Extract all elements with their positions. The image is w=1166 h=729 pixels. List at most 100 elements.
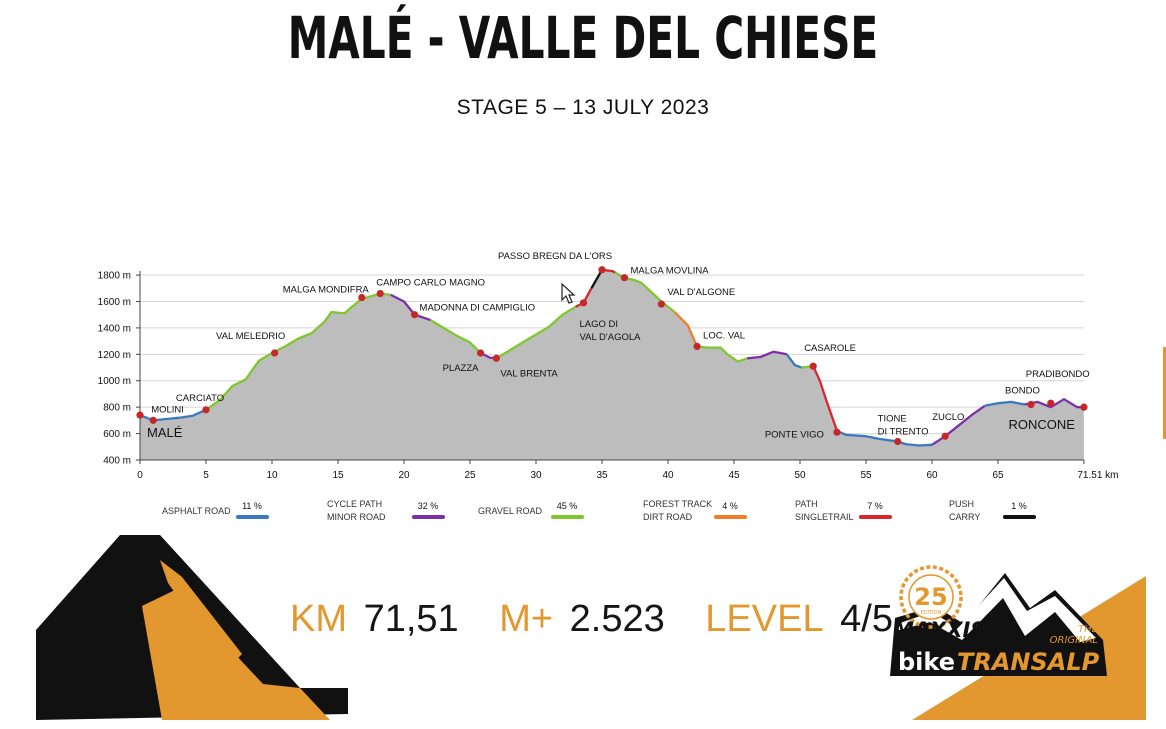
legend-label: CYCLE PATH (327, 499, 382, 509)
waypoint-marker (941, 432, 949, 440)
surface-segment-cycle (390, 293, 431, 322)
x-tick-label: 45 (728, 470, 740, 481)
x-tick-label: 10 (266, 470, 278, 481)
waypoint-marker (476, 349, 485, 357)
y-tick-label: 1600 m (98, 297, 131, 308)
legend-percent: 45 % (557, 501, 578, 511)
surface-segment-asphalt (836, 429, 933, 447)
waypoint-label: BONDO (1005, 386, 1040, 397)
waypoint-marker (376, 289, 384, 298)
waypoint-label: VAL MELEDRIO (216, 331, 285, 342)
elevation-gain-label: M+ (499, 598, 554, 640)
waypoint-marker (894, 437, 902, 446)
waypoint-marker (1047, 399, 1055, 407)
legend-label: FOREST TRACK (643, 499, 712, 509)
surface-segment-cycle (1024, 398, 1084, 409)
y-tick-label: 1000 m (98, 376, 131, 387)
legend-percent: 1 % (1011, 501, 1027, 511)
left-mountain-graphic (36, 535, 348, 720)
waypoint-marker (833, 428, 841, 436)
surface-segment-gravel (696, 345, 748, 363)
x-tick-label: 5 (203, 470, 209, 481)
waypoint-label: PASSO BREGN DA L'ORS (498, 251, 612, 262)
km-value: 71,51 (363, 598, 459, 640)
waypoint-label: MADONNA DI CAMPIGLIO (420, 303, 536, 314)
anniversary-edition: EDITION (921, 610, 942, 616)
waypoint-marker (1080, 403, 1088, 411)
x-tick-label: 50 (794, 470, 806, 481)
edge-accent-bar (1163, 347, 1166, 439)
waypoint-marker (657, 300, 666, 308)
waypoint-label-line2: VAL D'AGOLA (580, 332, 642, 343)
waypoint-label: PONTE VIGO (765, 429, 824, 440)
waypoint-label: MALGA MOVLINA (630, 266, 709, 277)
waypoint-marker (202, 406, 210, 414)
waypoint-label: CAMPO CARLO MAGNO (376, 278, 485, 289)
waypoint-marker (598, 266, 606, 274)
legend-percent: 7 % (867, 501, 883, 511)
waypoint-label: LOC. VAL (703, 330, 745, 341)
legend-percent: 11 % (242, 501, 262, 511)
waypoint-label: TIONE (878, 414, 907, 425)
surface-segment-asphalt (984, 400, 1025, 407)
waypoint-marker (358, 293, 366, 302)
waypoint-label-line2: DI TRENTO (878, 427, 929, 438)
logo-name-1: bike (898, 648, 955, 676)
legend-label: PATH (795, 499, 818, 509)
waypoint-marker (492, 354, 500, 362)
surface-legend: ASPHALT ROAD 11 % CYCLE PATH MINOR ROAD 32 %… (162, 499, 1036, 522)
surface-segment-asphalt (785, 353, 802, 369)
waypoint-label: PLAZZA (443, 363, 480, 374)
surface-segment-gravel (271, 292, 391, 355)
x-tick-label: 20 (398, 470, 410, 481)
maxxis-bike-transalp-logo: 25 EDITION MAXXIS THE ORIGINAL bike TRAN… (890, 565, 1107, 676)
legend-label: ASPHALT ROAD (162, 506, 231, 516)
waypoint-label: LAGO DI (580, 319, 619, 330)
x-tick-label: 30 (530, 470, 542, 481)
x-tick-label: 60 (926, 470, 938, 481)
waypoint-label: CARCIATO (176, 393, 224, 404)
page-title: MALÉ - VALLE DEL CHIESE (287, 4, 879, 72)
legend-label: GRAVEL ROAD (478, 506, 543, 516)
waypoint-label: MALGA MONDIFRA (283, 285, 370, 296)
chart-axes: 400 m 600 m 800 m 1000 m 1200 m 1400 m 1600 m 1… (98, 271, 1119, 481)
waypoint-marker (271, 349, 279, 357)
legend-label-line2: CARRY (949, 512, 980, 522)
stage-subtitle: STAGE 5 – 13 JULY 2023 (456, 96, 710, 119)
legend-percent: 4 % (722, 501, 738, 511)
profile-area (140, 269, 1084, 460)
surface-segment-cycle (747, 350, 788, 360)
y-tick-label: 1200 m (98, 350, 131, 361)
logo-name-2: TRANSALP (957, 648, 1100, 676)
level-label: LEVEL (705, 598, 824, 640)
y-tick-label: 1400 m (98, 323, 131, 334)
km-label: KM (290, 598, 347, 640)
level-value: 4/5 (840, 598, 893, 640)
waypoint-label: MALÉ (147, 425, 183, 440)
waypoint-label: VAL BRENTA (500, 368, 558, 379)
surface-segment-cycle (931, 404, 986, 446)
x-tick-label: 71.51 km (1077, 470, 1118, 481)
waypoint-marker (809, 362, 817, 370)
waypoint-marker (1027, 400, 1035, 409)
y-tick-label: 800 m (103, 403, 131, 414)
stage-stats: KM 71,51 M+ 2.523 LEVEL 4/5 (290, 598, 923, 641)
waypoint-marker (579, 299, 588, 307)
waypoint-marker (620, 274, 629, 282)
legend-label-line2: MINOR ROAD (327, 512, 386, 522)
waypoint-label: ZUCLO (932, 412, 964, 423)
mouse-cursor-icon (561, 283, 576, 304)
legend-percent: 32 % (418, 501, 439, 511)
x-tick-label: 25 (464, 470, 476, 481)
x-tick-label: 15 (332, 470, 344, 481)
waypoint-label: MOLINI (151, 404, 184, 415)
waypoint-label: CASAROLE (804, 343, 856, 354)
y-tick-label: 600 m (103, 429, 131, 440)
surface-segment-gravel (205, 352, 273, 411)
logo-brand: MAXXIS (893, 618, 985, 642)
waypoint-marker (136, 411, 144, 419)
waypoint-marker (693, 342, 701, 350)
legend-label-line2: SINGLETRAIL (795, 512, 854, 522)
